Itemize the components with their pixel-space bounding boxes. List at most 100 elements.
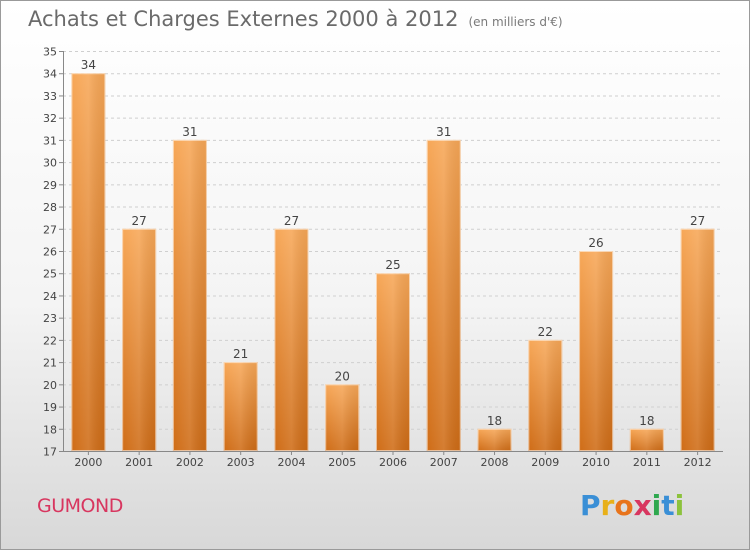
chart-title-text: Achats et Charges Externes 2000 à 2012 bbox=[28, 7, 459, 31]
bar-shine bbox=[71, 73, 106, 451]
x-tick-label: 2001 bbox=[125, 456, 153, 469]
y-tick-label: 18 bbox=[43, 423, 57, 436]
bar-shine bbox=[223, 362, 258, 451]
bar-outline bbox=[122, 228, 157, 451]
x-tick-label: 2010 bbox=[582, 456, 610, 469]
data-label: 27 bbox=[284, 214, 299, 228]
logo-letter: P bbox=[580, 489, 601, 522]
data-label: 31 bbox=[436, 125, 451, 139]
y-tick-label: 22 bbox=[43, 334, 57, 347]
y-tick-label: 31 bbox=[43, 134, 57, 147]
y-tick-label: 34 bbox=[43, 68, 57, 81]
bar-outline bbox=[680, 228, 715, 451]
bar-outline bbox=[477, 428, 512, 451]
bar-outline bbox=[274, 228, 309, 451]
x-tick-label: 2007 bbox=[430, 456, 458, 469]
bar-group bbox=[579, 251, 614, 451]
bar-outline bbox=[376, 273, 410, 451]
bar-shine bbox=[122, 228, 157, 451]
bar-group bbox=[680, 228, 715, 451]
bar-outline bbox=[579, 251, 614, 451]
bar-outline bbox=[426, 139, 461, 451]
bar-shine bbox=[376, 273, 410, 451]
y-tick-label: 29 bbox=[43, 179, 57, 192]
bar-outline bbox=[325, 384, 360, 452]
bar-outline bbox=[223, 362, 258, 451]
data-label: 21 bbox=[233, 347, 248, 361]
y-tick-label: 30 bbox=[43, 157, 57, 170]
bar-outline bbox=[172, 139, 207, 451]
data-label: 27 bbox=[690, 214, 705, 228]
chart-title-unit: (en milliers d'€) bbox=[468, 15, 563, 29]
bar-outline bbox=[629, 428, 664, 451]
data-label: 31 bbox=[182, 125, 197, 139]
y-tick-label: 20 bbox=[43, 379, 57, 392]
y-tick-label: 32 bbox=[43, 112, 57, 125]
chart-title: Achats et Charges Externes 2000 à 2012 (e… bbox=[28, 7, 563, 31]
bar-shine bbox=[172, 139, 207, 451]
y-tick-label: 26 bbox=[43, 246, 57, 259]
bar-group bbox=[223, 362, 258, 451]
proxiti-logo: Proxiti bbox=[580, 489, 684, 522]
y-tick-label: 24 bbox=[43, 290, 57, 303]
logo-letter: r bbox=[600, 489, 615, 522]
y-tick-labels: 17 18 19 20 21 22 23 24 25 26 27 28 29 30 31 32 33 34 35 bbox=[43, 46, 57, 459]
bar-group bbox=[376, 273, 410, 451]
bar-group bbox=[122, 228, 157, 451]
bar-shine bbox=[629, 428, 664, 451]
x-tick-label: 2003 bbox=[227, 456, 255, 469]
y-tick-label: 19 bbox=[43, 401, 57, 414]
data-label: 27 bbox=[132, 214, 147, 228]
x-tick-label: 2011 bbox=[633, 456, 661, 469]
x-tick-label: 2008 bbox=[481, 456, 509, 469]
bar-shine bbox=[426, 139, 461, 451]
bar-group bbox=[426, 139, 461, 451]
bar-group bbox=[629, 428, 664, 451]
y-tick-label: 17 bbox=[43, 446, 57, 459]
y-tick-label: 21 bbox=[43, 357, 57, 370]
x-tick-labels: 2000 2001 2002 2003 2004 2005 2006 2007 2008 2009… bbox=[74, 456, 711, 469]
bar-shine bbox=[274, 228, 309, 451]
data-label: 18 bbox=[487, 414, 502, 428]
logo-letter: o bbox=[614, 489, 634, 522]
bar-shine bbox=[477, 428, 512, 451]
y-tick-label: 27 bbox=[43, 223, 57, 236]
x-tick-label: 2006 bbox=[379, 456, 407, 469]
x-tick-label: 2000 bbox=[74, 456, 102, 469]
data-label: 20 bbox=[335, 369, 350, 383]
bar-shine bbox=[528, 339, 563, 451]
city-name: GUMOND bbox=[37, 495, 123, 517]
logo-letter: t bbox=[661, 489, 675, 522]
bar-group bbox=[325, 384, 360, 452]
x-tick-label: 2002 bbox=[176, 456, 204, 469]
bar-group bbox=[477, 428, 512, 451]
logo-letter: x bbox=[633, 489, 652, 522]
data-label: 18 bbox=[639, 414, 654, 428]
x-tick-label: 2009 bbox=[531, 456, 559, 469]
y-tick-label: 28 bbox=[43, 201, 57, 214]
bar-shine bbox=[579, 251, 614, 451]
y-tick-label: 23 bbox=[43, 312, 57, 325]
data-label: 25 bbox=[385, 258, 400, 272]
bar-group bbox=[274, 228, 309, 451]
axes bbox=[59, 51, 723, 455]
bar-group bbox=[172, 139, 207, 451]
x-tick-label: 2012 bbox=[684, 456, 712, 469]
bar-shine bbox=[325, 384, 360, 451]
logo-letter: i bbox=[674, 489, 685, 522]
y-tick-label: 35 bbox=[43, 46, 57, 59]
y-tick-label: 33 bbox=[43, 90, 57, 103]
bars: 34 27 31 21 27 20 25 31 18 22 26 18 27 bbox=[71, 58, 715, 452]
x-tick-label: 2004 bbox=[277, 456, 305, 469]
bar-group bbox=[71, 73, 106, 451]
data-label: 34 bbox=[81, 58, 96, 72]
data-label: 26 bbox=[588, 236, 603, 250]
bar-outline bbox=[528, 339, 563, 451]
x-tick-label: 2005 bbox=[328, 456, 356, 469]
bar-outline bbox=[71, 73, 106, 451]
bar-group bbox=[528, 339, 563, 451]
y-tick-label: 25 bbox=[43, 268, 57, 281]
data-label: 22 bbox=[538, 325, 553, 339]
